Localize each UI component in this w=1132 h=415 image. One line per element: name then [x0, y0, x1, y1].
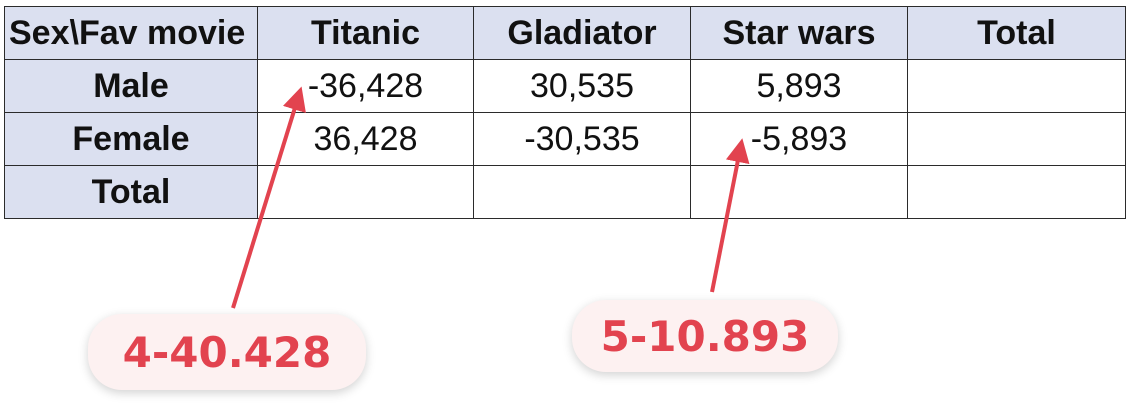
cell-male-total[interactable] [907, 59, 1126, 113]
cell-total-titanic[interactable] [257, 165, 474, 219]
table-row-male: Male -36,428 30,535 5,893 [4, 59, 1126, 113]
header-row: Sex\Fav movie Titanic Gladiator Star war… [4, 6, 1126, 60]
column-header-gladiator: Gladiator [473, 6, 691, 60]
cell-male-star-wars[interactable]: 5,893 [690, 59, 908, 113]
table-row-total: Total [4, 165, 1126, 219]
cell-female-total[interactable] [907, 112, 1126, 166]
column-header-titanic: Titanic [257, 6, 474, 60]
cell-female-titanic[interactable]: 36,428 [257, 112, 474, 166]
contingency-table: Sex\Fav movie Titanic Gladiator Star war… [4, 6, 1126, 219]
column-header-star-wars: Star wars [690, 6, 908, 60]
row-header-female: Female [4, 112, 258, 166]
row-header-male: Male [4, 59, 258, 113]
cell-female-gladiator[interactable]: -30,535 [473, 112, 691, 166]
callout-bubble-2: 5-10.893 [572, 300, 838, 372]
cell-female-star-wars[interactable]: -5,893 [690, 112, 908, 166]
cell-total-total[interactable] [907, 165, 1126, 219]
cell-total-gladiator[interactable] [473, 165, 691, 219]
cell-male-titanic[interactable]: -36,428 [257, 59, 474, 113]
callout-bubble-1: 4-40.428 [88, 314, 366, 390]
row-header-total: Total [4, 165, 258, 219]
cell-total-star-wars[interactable] [690, 165, 908, 219]
cell-male-gladiator[interactable]: 30,535 [473, 59, 691, 113]
table-row-female: Female 36,428 -30,535 -5,893 [4, 112, 1126, 166]
corner-header: Sex\Fav movie [4, 6, 258, 60]
column-header-total: Total [907, 6, 1126, 60]
